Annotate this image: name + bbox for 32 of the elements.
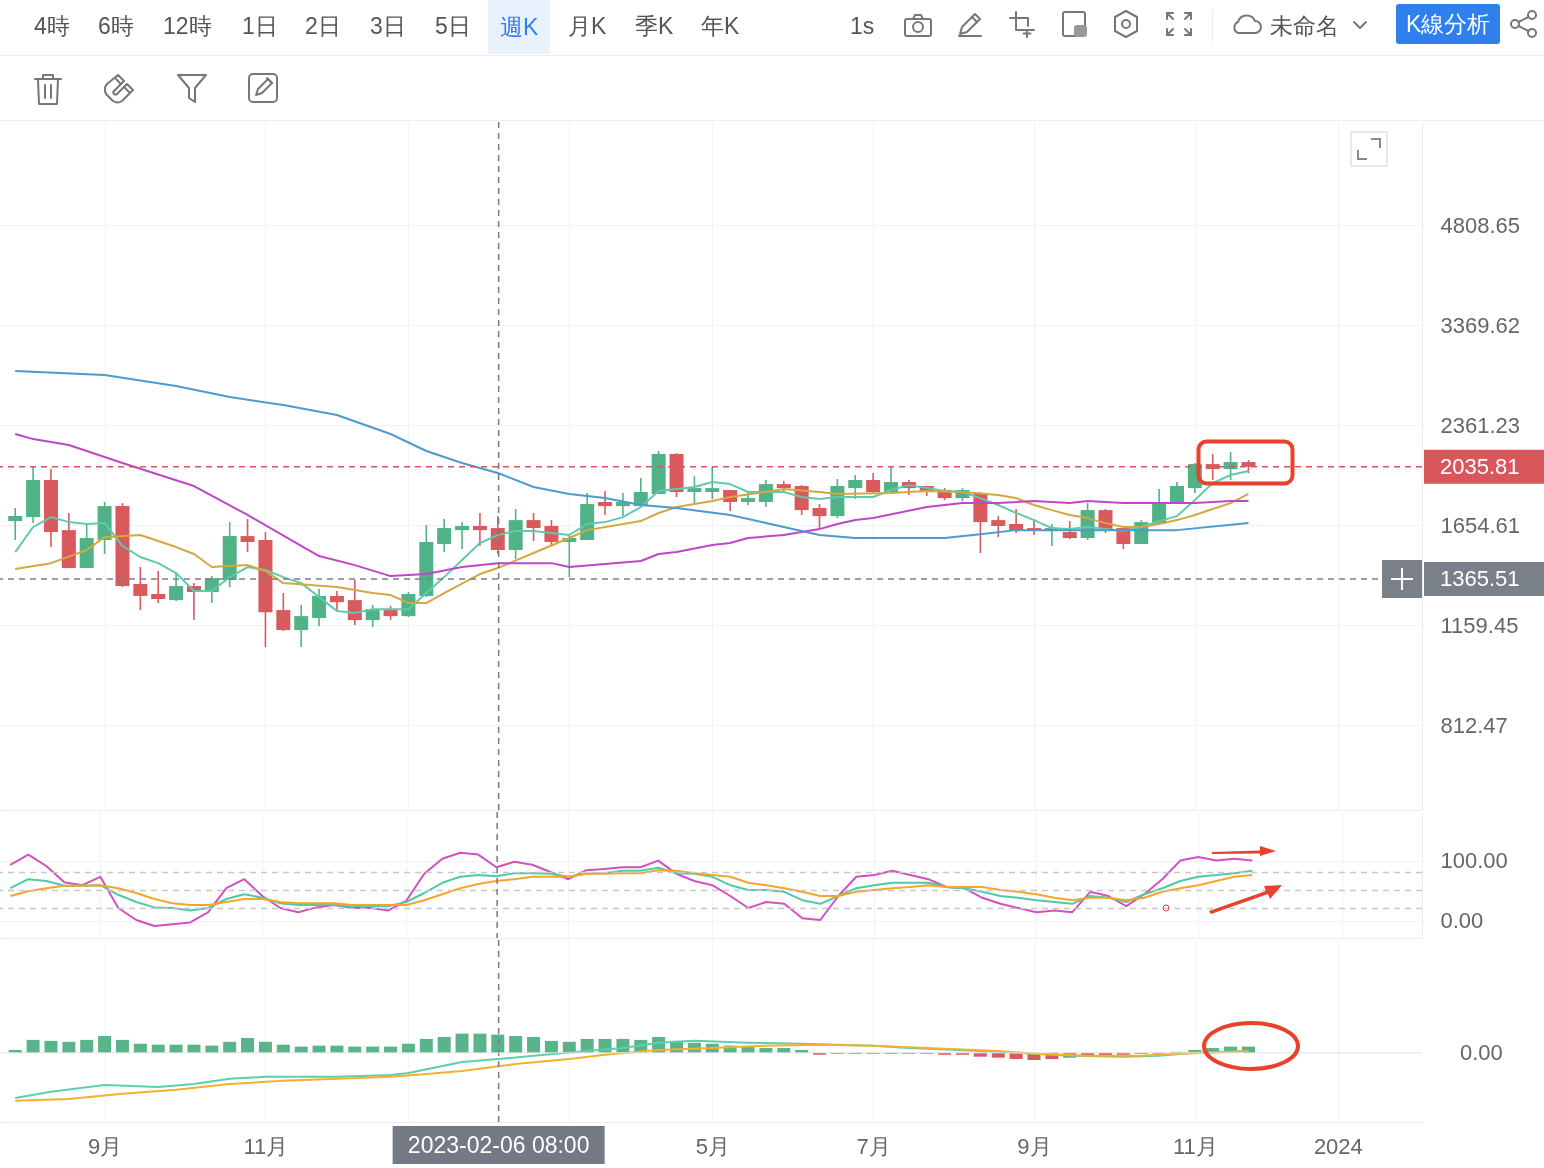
x-tick-label: 7月 <box>856 1133 891 1159</box>
y-tick-label: 100.00 <box>1440 848 1508 874</box>
x-tick-label: 2024 <box>1313 1133 1363 1159</box>
text: 未命名 <box>1270 12 1339 41</box>
text: 1s <box>850 12 875 41</box>
ref-line-label: 1365.51 <box>1440 566 1520 592</box>
text: 6時 <box>98 12 134 41</box>
y-tick-label: 4808.65 <box>1440 212 1521 238</box>
text: 2日 <box>305 12 341 41</box>
y-tick-label: 2361.23 <box>1440 412 1521 438</box>
text: 年K <box>701 12 740 41</box>
text: 季K <box>635 12 674 41</box>
x-tick-label: 11月 <box>243 1133 289 1159</box>
y-tick-label: 3369.62 <box>1440 312 1521 338</box>
y-tick-label: 0.00 <box>1440 908 1484 934</box>
text: 1日 <box>242 12 278 41</box>
text: 月K <box>568 12 607 41</box>
y-tick-label: 1159.45 <box>1440 612 1519 638</box>
x-tick-label: 5月 <box>695 1133 730 1159</box>
text: 週K <box>488 0 551 54</box>
y-tick-label: 1654.61 <box>1440 512 1521 538</box>
text: K線分析 <box>1396 4 1501 44</box>
text: 5日 <box>435 12 471 41</box>
text: 12時 <box>163 12 212 41</box>
y-tick-label: 812.47 <box>1440 712 1508 738</box>
ref-line-label: 2023-02-06 08:00 <box>407 1132 590 1158</box>
text: 3日 <box>370 12 406 41</box>
ref-line-label: 2035.81 <box>1440 453 1520 479</box>
text: 4時 <box>34 12 70 41</box>
x-tick-label: 9月 <box>87 1133 123 1159</box>
x-tick-label: 9月 <box>1017 1133 1052 1159</box>
x-tick-label: 11月 <box>1172 1133 1218 1159</box>
